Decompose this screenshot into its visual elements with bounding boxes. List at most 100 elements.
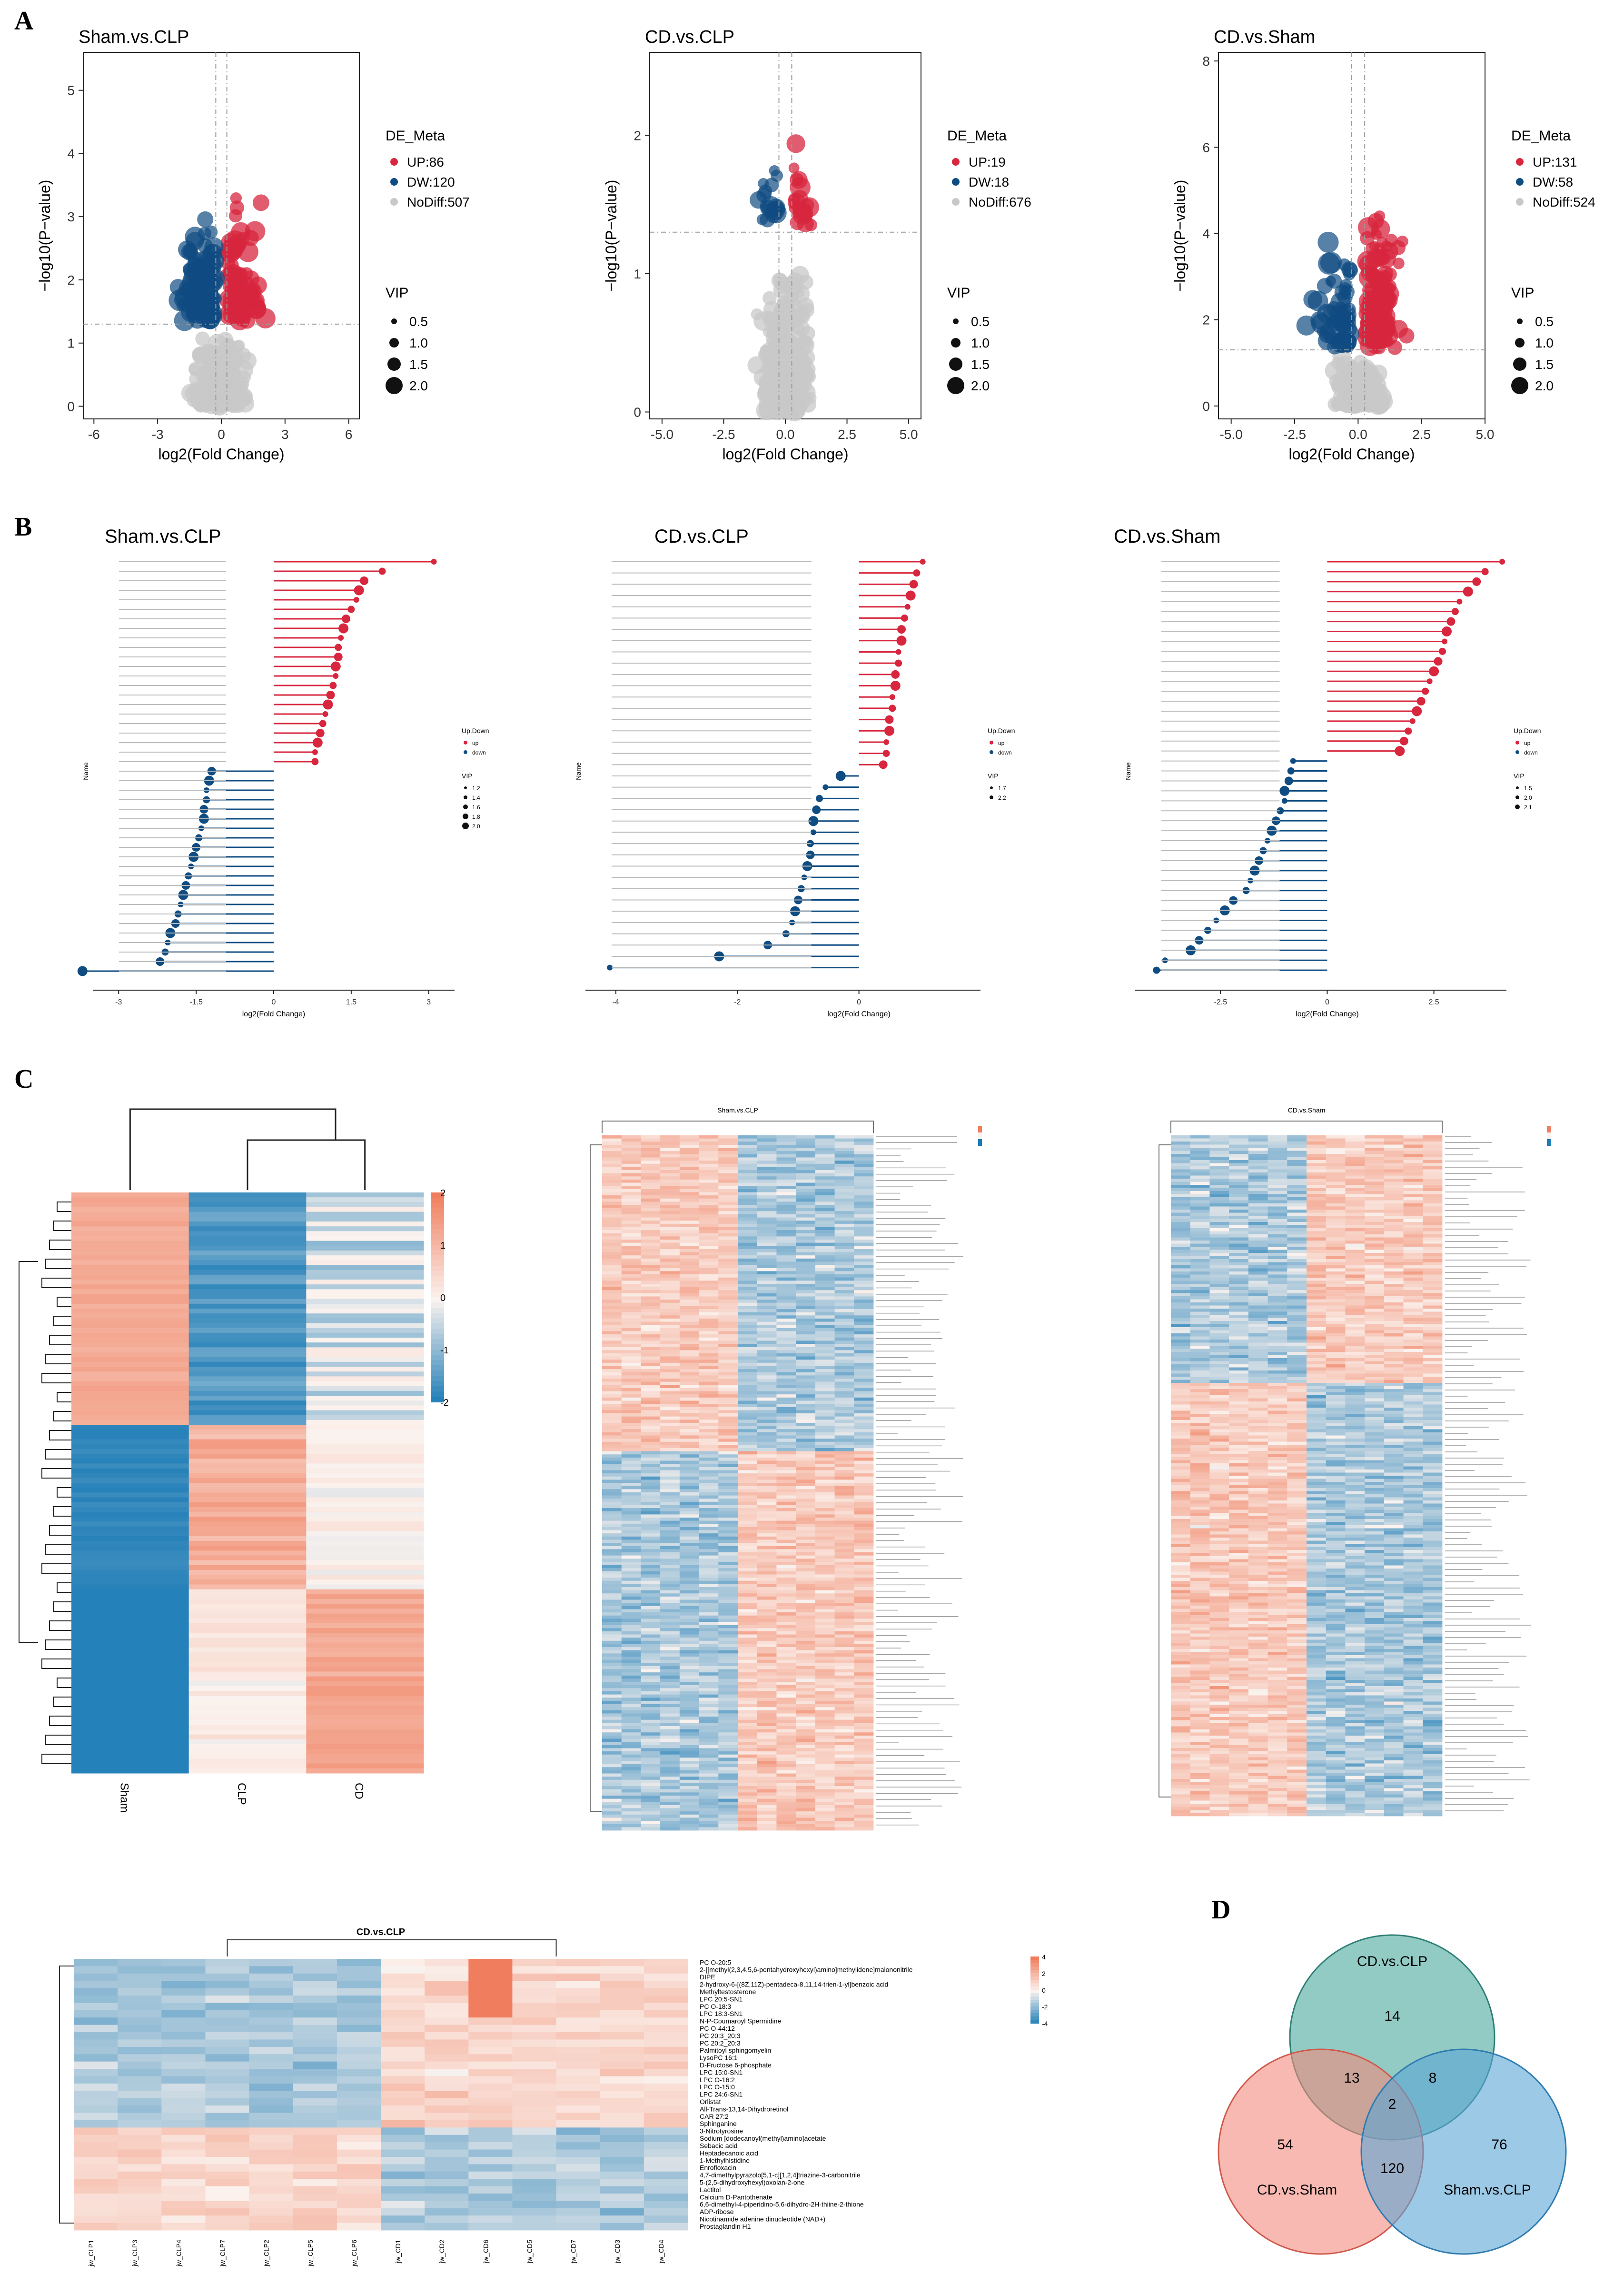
heatmap-cell bbox=[738, 1520, 758, 1524]
heatmap-cell bbox=[815, 1520, 835, 1524]
heatmap-cell bbox=[815, 1634, 835, 1638]
heatmap-cell bbox=[660, 1331, 680, 1335]
heatmap-cell bbox=[776, 1555, 796, 1559]
heatmap-cell bbox=[854, 1492, 874, 1496]
heatmap-cell bbox=[776, 1353, 796, 1357]
heatmap-cell bbox=[796, 1391, 816, 1395]
heatmap-cell bbox=[854, 1638, 874, 1641]
heatmap-cell bbox=[306, 1420, 424, 1425]
heatmap-cell bbox=[738, 1719, 758, 1723]
heatmap-cell bbox=[306, 1367, 424, 1372]
heatmap-cell bbox=[660, 1539, 680, 1543]
group-label: CLP bbox=[235, 1783, 248, 1805]
up-dot bbox=[1481, 568, 1489, 576]
heatmap-cell bbox=[854, 1400, 874, 1404]
heatmap-cell bbox=[641, 1176, 661, 1180]
heatmap-cell bbox=[188, 1768, 307, 1774]
heatmap-cell bbox=[679, 1672, 699, 1676]
heatmap-cell bbox=[641, 1669, 661, 1673]
color-scale-tick: 2 bbox=[440, 1188, 446, 1199]
heatmap-cell bbox=[71, 1584, 189, 1590]
heatmap-cell bbox=[815, 1439, 835, 1442]
heatmap-cell bbox=[718, 1666, 738, 1669]
heatmap-cell bbox=[776, 1634, 796, 1638]
heatmap-cell bbox=[738, 1205, 758, 1209]
heatmap-cell bbox=[679, 1473, 699, 1477]
heatmap-cell bbox=[602, 1644, 622, 1648]
heatmap-cell bbox=[757, 1394, 777, 1398]
heatmap-cell bbox=[776, 1464, 796, 1468]
heatmap-cell bbox=[718, 1644, 738, 1648]
heatmap-cell bbox=[834, 1609, 854, 1613]
x-axis-label: log2(Fold Change) bbox=[1288, 446, 1415, 463]
heatmap-cell bbox=[757, 1555, 777, 1559]
heatmap-cell bbox=[757, 1296, 777, 1300]
heatmap-cell bbox=[718, 1489, 738, 1493]
heatmap-cell bbox=[71, 1332, 189, 1338]
heatmap-cell bbox=[621, 1173, 641, 1177]
heatmap-cell bbox=[602, 1735, 622, 1739]
heatmap-cell bbox=[306, 1768, 424, 1774]
heatmap-cell bbox=[679, 1486, 699, 1490]
heatmap-cell bbox=[718, 1404, 738, 1408]
heatmap-cell bbox=[854, 1271, 874, 1275]
heatmap-cell bbox=[679, 1385, 699, 1389]
heatmap-cell bbox=[757, 1274, 777, 1278]
heatmap-cell bbox=[738, 1334, 758, 1338]
heatmap-cell bbox=[660, 1202, 680, 1205]
heatmap-cell bbox=[718, 1274, 738, 1278]
heatmap-cell bbox=[188, 1565, 307, 1570]
heatmap-cell bbox=[679, 1328, 699, 1331]
heatmap-cell bbox=[815, 1735, 835, 1739]
heatmap-cell bbox=[679, 1700, 699, 1704]
heatmap-cell bbox=[834, 1391, 854, 1395]
heatmap-cell bbox=[699, 1350, 719, 1354]
heatmap-cell bbox=[699, 1483, 719, 1487]
heatmap-cell bbox=[699, 1454, 719, 1458]
heatmap-cell bbox=[699, 1536, 719, 1540]
heatmap-cell bbox=[71, 1299, 189, 1304]
heatmap-cell bbox=[757, 1331, 777, 1335]
heatmap-cell bbox=[641, 1657, 661, 1660]
heatmap-cell bbox=[306, 1255, 424, 1261]
heatmap-cell bbox=[71, 1216, 189, 1222]
heatmap-cell bbox=[815, 1539, 835, 1543]
heatmap-cell bbox=[815, 1366, 835, 1370]
heatmap-cell bbox=[776, 1719, 796, 1723]
heatmap-cell bbox=[602, 1518, 622, 1521]
size-legend-title: VIP bbox=[947, 285, 970, 301]
heatmap-cell bbox=[679, 1675, 699, 1679]
heatmap-cell bbox=[641, 1441, 661, 1445]
heatmap-cell bbox=[854, 1300, 874, 1303]
heatmap-cell bbox=[718, 1429, 738, 1433]
heatmap-cell bbox=[602, 1271, 622, 1275]
heatmap-cell bbox=[699, 1682, 719, 1686]
heatmap-cell bbox=[776, 1217, 796, 1221]
heatmap-cell bbox=[188, 1236, 307, 1241]
heatmap-cell bbox=[71, 1768, 189, 1774]
heatmap-cell bbox=[306, 1570, 424, 1575]
heatmap-cell bbox=[776, 1312, 796, 1316]
heatmap-cell bbox=[757, 1221, 777, 1224]
heatmap-cell bbox=[699, 1698, 719, 1701]
heatmap-cell bbox=[815, 1265, 835, 1269]
heatmap-cell bbox=[641, 1296, 661, 1300]
heatmap-cell bbox=[71, 1211, 189, 1217]
heatmap-cell bbox=[738, 1691, 758, 1695]
heatmap-cell bbox=[854, 1713, 874, 1717]
heatmap-cell bbox=[660, 1167, 680, 1171]
heatmap-cell bbox=[602, 1420, 622, 1423]
nodiff-point bbox=[230, 398, 246, 413]
heatmap-cell bbox=[854, 1609, 874, 1613]
heatmap-cell bbox=[815, 1318, 835, 1322]
legend-label: up bbox=[998, 740, 1005, 746]
heatmap-cell bbox=[738, 1227, 758, 1231]
heatmap-cell bbox=[854, 1296, 874, 1300]
heatmap-cell bbox=[621, 1385, 641, 1389]
heatmap-cell bbox=[641, 1543, 661, 1547]
heatmap-cell bbox=[660, 1300, 680, 1303]
y-tick-label: 5 bbox=[67, 83, 75, 98]
heatmap-cell bbox=[834, 1552, 854, 1556]
heatmap-cell bbox=[757, 1726, 777, 1730]
heatmap-cell bbox=[641, 1505, 661, 1509]
